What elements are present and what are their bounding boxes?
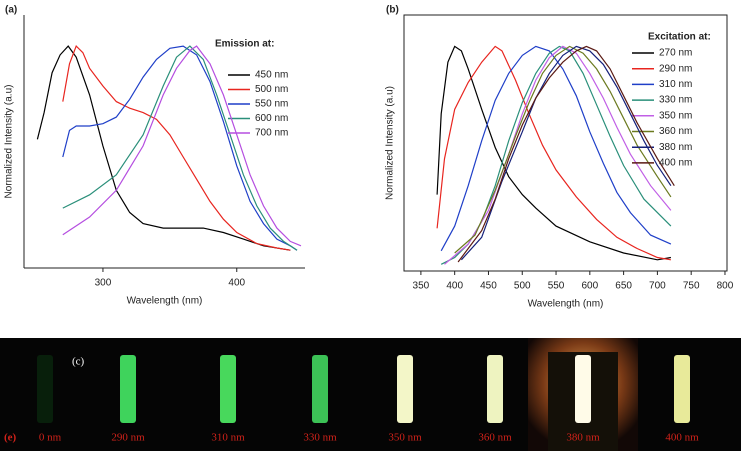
legend-label: 450 nm	[255, 70, 288, 81]
vial	[312, 355, 328, 423]
series-line	[460, 45, 672, 261]
photo-label: 330 nm	[303, 432, 337, 444]
vial	[220, 355, 236, 423]
series-line	[36, 45, 291, 251]
photo-label: 350 nm	[388, 432, 422, 444]
photo-label: 290 nm	[111, 432, 145, 444]
legend-label: 550 nm	[255, 99, 288, 110]
legend-label: 290 nm	[659, 63, 692, 74]
vial	[674, 355, 690, 423]
legend-label: 700 nm	[255, 128, 288, 139]
panel-label: (a)	[5, 5, 17, 16]
x-tick-label: 500	[514, 281, 531, 292]
series-line	[440, 45, 672, 252]
series-line	[62, 45, 298, 251]
x-tick-label: 400	[446, 281, 463, 292]
x-tick-label: 600	[581, 281, 598, 292]
vial	[397, 355, 413, 423]
photo-panel-label: (c)	[72, 356, 85, 368]
photo-label: 360 nm	[478, 432, 512, 444]
photo-tag: (e)	[4, 432, 17, 444]
vial	[575, 355, 591, 423]
series-line	[457, 45, 675, 263]
series-line	[62, 45, 302, 247]
vial	[37, 355, 53, 423]
legend-label: 310 nm	[659, 79, 692, 90]
x-tick-label: 750	[683, 281, 700, 292]
y-axis-label: Normalized Intensity (a.u)	[385, 86, 396, 200]
photo-label: 400 nm	[665, 432, 699, 444]
x-tick-label: 650	[615, 281, 632, 292]
photo-strip: 0 nm 290 nm 310 nm 330 nm 350 nm 360 nm 380 nm…	[0, 338, 741, 451]
legend-label: 400 nm	[659, 158, 692, 169]
vial	[487, 355, 503, 423]
photo-label: 310 nm	[211, 432, 245, 444]
x-tick-label: 450	[480, 281, 497, 292]
series-line	[454, 45, 672, 254]
legend-label: 350 nm	[659, 110, 692, 121]
x-tick-label: 550	[548, 281, 565, 292]
legend-label: 330 nm	[659, 95, 692, 106]
x-tick-label: 350	[413, 281, 430, 292]
x-tick-label: 300	[95, 278, 112, 289]
photo-label: 380 nm	[566, 432, 600, 444]
legend-title: Excitation at:	[648, 32, 711, 43]
legend-title: Emission at:	[215, 39, 274, 50]
photo-label: 0 nm	[39, 432, 62, 444]
legend-label: 360 nm	[659, 126, 692, 137]
y-axis-label: Normalized Intensity (a.u)	[4, 85, 15, 199]
legend-label: 500 nm	[255, 84, 288, 95]
series-line	[444, 45, 672, 265]
series-line	[436, 45, 672, 261]
vial	[120, 355, 136, 423]
x-tick-label: 400	[228, 278, 245, 289]
legend-label: 270 nm	[659, 48, 692, 59]
x-axis-label: Wavelength (nm)	[528, 299, 604, 310]
series-line	[436, 45, 672, 261]
x-axis-label: Wavelength (nm)	[127, 296, 203, 307]
x-tick-label: 700	[649, 281, 666, 292]
panel-label: (b)	[386, 5, 399, 16]
legend-label: 380 nm	[659, 142, 692, 153]
plot-frame	[403, 14, 728, 272]
x-tick-label: 800	[717, 281, 734, 292]
legend-label: 600 nm	[255, 113, 288, 124]
series-line	[62, 45, 291, 251]
series-line	[62, 45, 298, 251]
